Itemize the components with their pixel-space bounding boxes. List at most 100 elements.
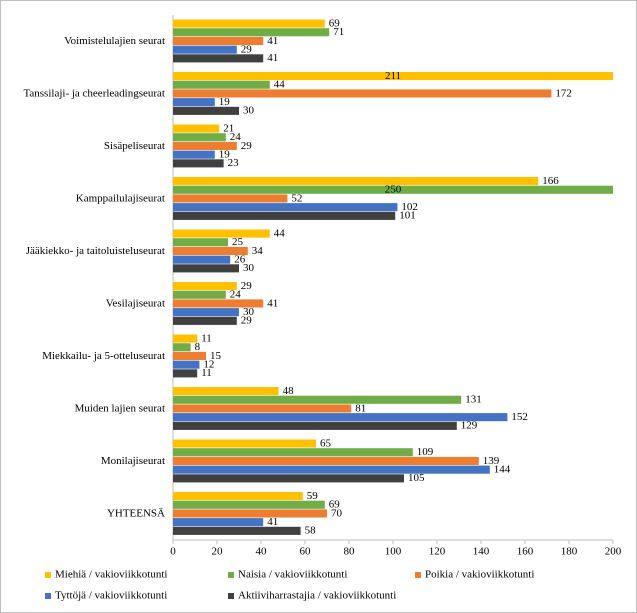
bar [173,80,270,89]
bar [173,106,239,115]
value-label: 65 [320,437,332,449]
value-label: 21 [223,122,234,134]
value-label: 41 [267,35,278,47]
bar [173,177,539,186]
bar [173,509,327,518]
bar [173,124,220,133]
value-label: 34 [252,245,263,257]
bar [173,246,248,255]
value-label: 29 [241,315,253,327]
bar [173,141,237,150]
value-label: 71 [333,26,344,38]
x-tick-label: 40 [256,546,268,558]
value-label: 12 [203,358,214,370]
value-label: 58 [305,525,317,537]
value-label: 139 [483,455,500,467]
value-label: 129 [461,420,478,432]
bar [173,203,398,212]
value-label: 166 [542,175,559,187]
x-tick-label: 80 [344,546,356,558]
category-label: Vesilajiseurat [106,297,165,309]
category-label: Muiden lajien seurat [75,402,165,414]
value-label: 172 [555,87,572,99]
value-label: 25 [232,236,244,248]
category-label: Sisäpeliseurat [104,140,165,152]
bar [173,19,325,28]
bar [173,387,279,396]
bar [173,133,226,142]
category-label: Miekkailu- ja 5-otteluseurat [42,350,165,362]
x-tick-label: 0 [170,546,176,558]
value-label: 26 [234,253,246,265]
value-label: 102 [401,201,418,213]
value-label: 19 [219,96,231,108]
category-label: YHTEENSÄ [107,507,165,519]
legend-swatch [415,572,421,578]
bar [173,211,396,220]
value-label: 44 [274,79,286,91]
bar [173,89,552,98]
value-label: 81 [355,402,366,414]
bar [173,351,206,360]
value-label: 30 [243,105,255,117]
legend-swatch [45,572,51,578]
bar [173,404,352,413]
bar [173,518,264,527]
value-label: 69 [329,499,341,511]
value-label: 15 [210,350,222,362]
legend-label: Tyttöjä / vakioviikkotunti [55,590,167,602]
value-label: 70 [331,507,343,519]
value-label: 29 [241,280,253,292]
category-label: Kamppailulajiseurat [76,192,165,204]
value-label: 105 [408,472,425,484]
bar [173,194,288,203]
value-label: 23 [228,157,240,169]
bar [173,159,224,168]
bar [173,290,226,299]
bar [173,395,462,404]
value-label: 109 [417,446,434,458]
bar [173,474,404,483]
value-label: 69 [329,17,341,29]
value-label: 11 [201,332,212,344]
x-tick-label: 140 [473,546,490,558]
bar [173,299,264,308]
legend-swatch [228,593,234,599]
x-tick-label: 180 [561,546,578,558]
value-label: 8 [195,341,201,353]
value-label: 131 [465,394,482,406]
bar [173,255,231,264]
bar [173,185,613,194]
legend-label: Miehiä / vakioviikkotunti [55,569,167,581]
legend-swatch [228,572,234,578]
value-label: 19 [219,148,231,160]
value-label: 41 [267,516,278,528]
value-label: 211 [385,70,401,82]
value-label: 152 [511,411,528,423]
value-label: 44 [274,227,286,239]
x-tick-label: 120 [429,546,446,558]
category-label: Tanssilaji- ja cheerleadingseurat [23,87,165,99]
bar [173,36,264,45]
x-tick-label: 160 [517,546,534,558]
legend-label: Poikia / vakioviikkotunti [425,569,534,581]
bar [173,526,301,535]
value-label: 250 [385,184,402,196]
bar [173,448,413,457]
bar [173,54,264,63]
bar [173,45,237,54]
bar [173,229,270,238]
bar [173,360,200,369]
bar [173,492,303,501]
value-label: 59 [307,490,319,502]
value-label: 48 [283,385,295,397]
value-label: 144 [494,463,511,475]
value-label: 101 [399,210,416,222]
bar [173,308,239,317]
value-label: 30 [243,262,255,274]
value-label: 41 [267,52,278,64]
value-label: 41 [267,297,278,309]
bar [173,465,490,474]
value-label: 29 [241,43,253,55]
